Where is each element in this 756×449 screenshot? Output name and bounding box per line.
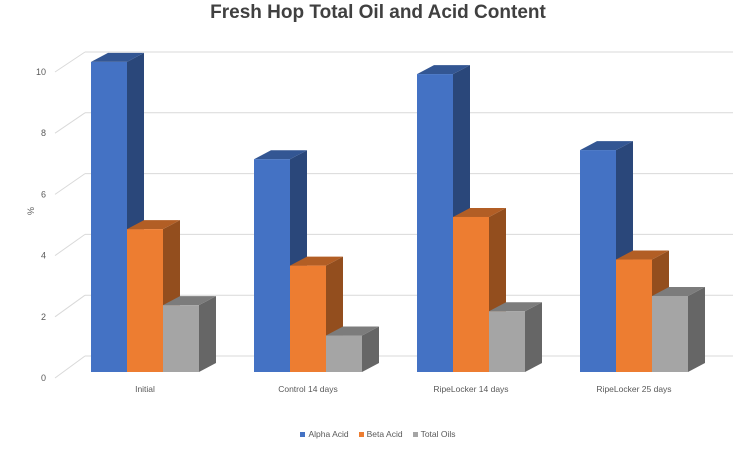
bar <box>91 61 127 373</box>
bar <box>616 259 652 372</box>
gridline-diagonal <box>54 51 86 73</box>
bar-top <box>326 326 379 336</box>
legend-label: Total Oils <box>420 429 456 439</box>
bar <box>163 305 199 372</box>
x-tick-label: RipeLocker 25 days <box>596 384 671 394</box>
bar-top <box>489 302 542 312</box>
bar-top <box>616 250 669 260</box>
legend-item: Alpha Acid <box>300 429 349 439</box>
legend-item: Total Oils <box>412 429 456 439</box>
y-tick-label: 0 <box>41 373 46 383</box>
bar <box>652 296 688 372</box>
y-axis-label: % <box>26 207 36 215</box>
legend-item: Beta Acid <box>358 429 403 439</box>
bar-top <box>580 141 633 151</box>
legend-swatch <box>300 431 306 437</box>
y-tick-label: 4 <box>41 251 46 261</box>
bar-group <box>417 65 542 372</box>
y-tick-label: 10 <box>36 67 46 77</box>
bar-top <box>127 220 180 230</box>
bar-top <box>453 207 506 217</box>
y-tick-label: 6 <box>41 189 46 199</box>
bar-side <box>688 287 705 372</box>
bar-side <box>525 302 542 372</box>
bar <box>254 159 290 372</box>
bar <box>417 74 453 372</box>
bar <box>127 229 163 372</box>
x-tick-label: RipeLocker 14 days <box>433 384 508 394</box>
bar <box>489 311 525 372</box>
x-tick-label: Control 14 days <box>278 384 338 394</box>
legend-swatch <box>358 431 364 437</box>
bar <box>580 150 616 372</box>
gridline-diagonal <box>54 355 86 379</box>
gridline-diagonal <box>54 112 86 134</box>
gridline-diagonal <box>54 294 86 318</box>
bar-side <box>199 296 216 372</box>
bar-group <box>91 52 216 373</box>
legend: Alpha Acid Beta Acid Total Oils <box>0 429 756 439</box>
bar-top <box>163 296 216 306</box>
bar-top <box>254 150 307 160</box>
bar-top <box>290 256 343 266</box>
bar-group <box>580 141 705 372</box>
bar-group <box>254 150 379 372</box>
bar <box>326 335 362 372</box>
legend-swatch <box>412 431 418 437</box>
chart-title: Fresh Hop Total Oil and Acid Content <box>210 2 546 23</box>
bar-top <box>417 65 470 75</box>
y-tick-label: 8 <box>41 128 46 138</box>
legend-label: Alpha Acid <box>308 429 349 439</box>
bar-top <box>652 287 705 296</box>
legend-label: Beta Acid <box>366 429 403 439</box>
bar-side <box>362 326 379 372</box>
y-tick-label: 2 <box>41 312 46 322</box>
bar <box>290 265 326 372</box>
bar <box>453 216 489 372</box>
gridline-diagonal <box>54 233 86 257</box>
bar-top <box>91 52 144 62</box>
x-tick-label: Initial <box>135 384 155 394</box>
gridline-diagonal <box>54 173 86 195</box>
